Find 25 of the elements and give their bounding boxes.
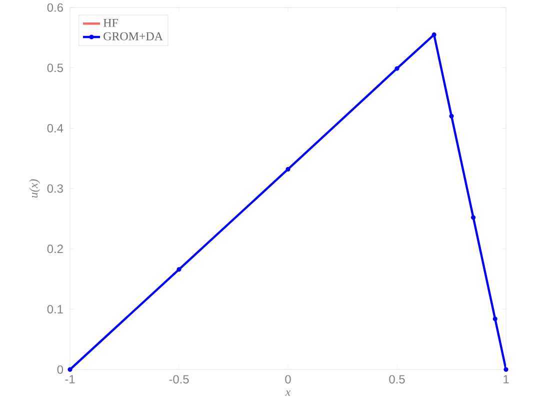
y-tick-label: 0.3: [47, 184, 63, 193]
x-tick-label: 0.5: [389, 375, 405, 384]
point: [492, 316, 498, 322]
x-tick-label: -0.5: [169, 375, 189, 384]
y-tick-label: 0: [57, 366, 64, 374]
legend-label: GROM+DA: [104, 32, 163, 41]
x-tick-label: 0: [285, 375, 291, 384]
x-tick-label: -1: [65, 375, 75, 384]
y-axis-title: u(x): [29, 180, 40, 198]
point: [504, 367, 508, 372]
point: [68, 367, 72, 372]
point: [176, 267, 182, 272]
y-tick-label: 0.2: [47, 244, 63, 254]
point: [394, 66, 400, 71]
point: [471, 215, 476, 220]
y-tick-label: 0.4: [47, 124, 64, 133]
x-axis-title: x: [285, 390, 291, 396]
y-tick-label: 0.5: [47, 64, 63, 72]
y-tick-label: 0.6: [47, 4, 63, 12]
legend-label: HF: [103, 19, 118, 28]
y-tick-label: 0.1: [47, 305, 63, 314]
x-tick-label: 1: [504, 375, 509, 384]
point: [432, 32, 436, 38]
point: [449, 114, 454, 119]
point: [286, 167, 290, 172]
